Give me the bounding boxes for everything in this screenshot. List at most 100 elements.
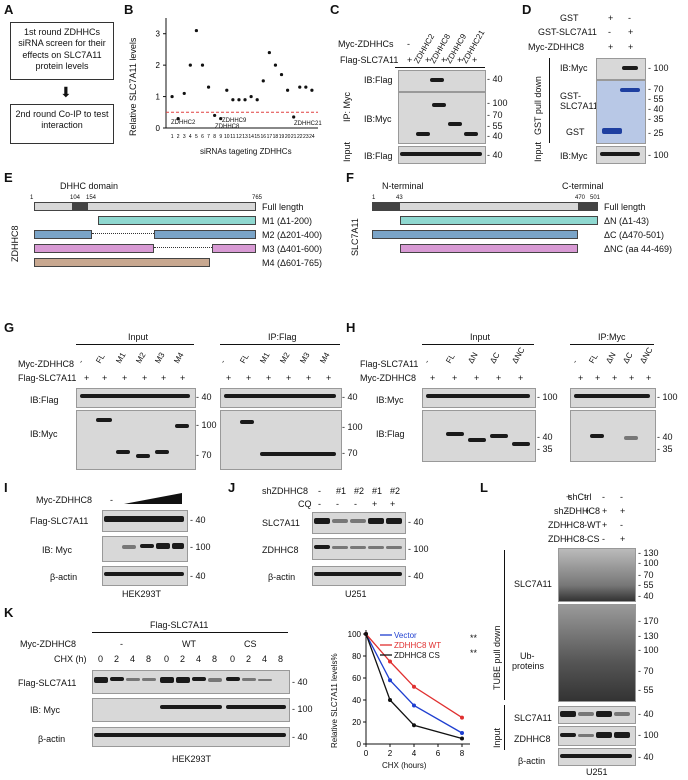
b-point [188, 63, 192, 67]
l-band [578, 712, 594, 716]
panel-label-i: I [4, 480, 8, 495]
j-band [332, 519, 348, 523]
g-sign: + [326, 373, 332, 383]
d-l1b: SLC7A11 [560, 101, 598, 111]
g-marker: - 40 [342, 392, 358, 402]
g-ib1: IB:Flag [30, 395, 59, 405]
b-point [249, 94, 253, 99]
f-cterm: C-terminal [562, 181, 604, 191]
g-input-col-label: M1 [114, 350, 128, 365]
l-l2b: proteins [512, 661, 545, 671]
h-blot-input-myc [422, 388, 536, 408]
k-band [94, 677, 108, 683]
f-dc: ΔC (Δ470-501) [604, 230, 665, 240]
l-cell: U251 [586, 767, 608, 777]
l-pd: TUBE pull down [492, 625, 502, 690]
b-xtick-label: 5 [195, 134, 198, 140]
h-band [490, 434, 508, 438]
k-time-label: 0 [164, 654, 170, 664]
k-marker: - 100 [292, 704, 313, 714]
l-marker: - 55 [638, 685, 654, 695]
h-ip: IP:Myc [598, 332, 626, 342]
g-ip-col-label: M3 [298, 350, 312, 365]
j-cq-sign: - [318, 499, 321, 509]
k-time-label: 4 [262, 654, 268, 664]
c-marker: - 100 [487, 98, 508, 108]
b-xtick-label: 4 [189, 134, 192, 140]
h-ib2: IB:Flag [376, 429, 405, 439]
g-ip-col-label: - [218, 358, 228, 365]
l-sign: - [620, 492, 623, 502]
b-point [310, 88, 314, 92]
b-point [206, 85, 211, 89]
coip-box: 2nd round Co-IP to test interaction [10, 104, 114, 144]
b-xtick-label: 24 [309, 134, 315, 140]
h-band [590, 434, 604, 438]
h-marker: - 35 [657, 444, 673, 454]
g-blot-input-myc [76, 410, 196, 470]
b-xtick-label: 1 [171, 134, 174, 140]
k-xtick-label: 2 [388, 749, 393, 758]
k-leg1: Vector [394, 631, 417, 640]
g-marker: - 70 [196, 450, 212, 460]
l-band [560, 754, 632, 758]
k-time-label: 0 [98, 654, 104, 664]
panel-label-a: A [4, 2, 14, 17]
k-blot-actin [92, 727, 290, 747]
e-m2-bar-b [154, 230, 256, 239]
c-plus-2: + [425, 55, 431, 65]
h-marker: - 40 [657, 432, 673, 442]
k-ytick-label: 0 [357, 740, 362, 749]
c-band [464, 132, 478, 136]
k-g1: - [120, 639, 123, 649]
d-sign: - [608, 27, 611, 37]
l-l4: ZDHHC8 [514, 734, 551, 744]
d-sign: + [628, 42, 634, 52]
c-marker: - 70 [487, 110, 503, 120]
h-blot-input-flag [422, 410, 536, 462]
c-band [400, 152, 482, 156]
g-ip-col-label: M4 [318, 350, 332, 365]
k-point [388, 678, 392, 683]
k-band [160, 677, 174, 683]
b-point [286, 88, 290, 92]
b-point [231, 98, 235, 102]
h-sign: + [496, 373, 502, 383]
k-time-label: 8 [212, 654, 218, 664]
k-l2: IB: Myc [30, 705, 61, 715]
j-row1: shZDHHC8 [262, 486, 309, 496]
b-ytick-label: 1 [156, 93, 161, 102]
k-leg2: ZDHHC8 WT [394, 641, 442, 650]
l-band [596, 711, 612, 717]
h-sign: + [518, 373, 524, 383]
l-band [596, 732, 612, 738]
k-band [258, 679, 272, 681]
b-point [261, 79, 265, 83]
k-band [242, 678, 256, 681]
e-m1-bar [98, 216, 256, 225]
b-xtick-label: 14 [248, 134, 254, 140]
k-time-label: 8 [278, 654, 284, 664]
c-blot-ip-myc [398, 92, 486, 144]
h-ip-col-label: ΔNC [638, 345, 655, 365]
c-row-myc: Myc-ZDHHCs [338, 39, 394, 49]
k-band [226, 705, 286, 709]
l-sign: - [566, 520, 569, 530]
l-blot-ub [558, 604, 636, 702]
i-marker: - 40 [190, 515, 206, 525]
i-band [172, 543, 184, 549]
g-band [116, 450, 130, 454]
l-sign: - [602, 492, 605, 502]
j-blot-slc [312, 512, 406, 534]
h-marker: - 35 [537, 444, 553, 454]
b-xtick-label: 17 [267, 134, 273, 140]
i-gradient-wedge [124, 493, 182, 504]
h-input-col-label: ΔC [488, 350, 502, 365]
g-input: Input [128, 332, 149, 342]
d-marker: - 55 [648, 94, 664, 104]
i-cell: HEK293T [122, 589, 162, 599]
l-sign: + [620, 534, 626, 544]
c-ib-flag-input: IB:Flag [364, 151, 393, 161]
f-nterm: N-terminal [382, 181, 424, 191]
l-sign: - [566, 506, 569, 516]
